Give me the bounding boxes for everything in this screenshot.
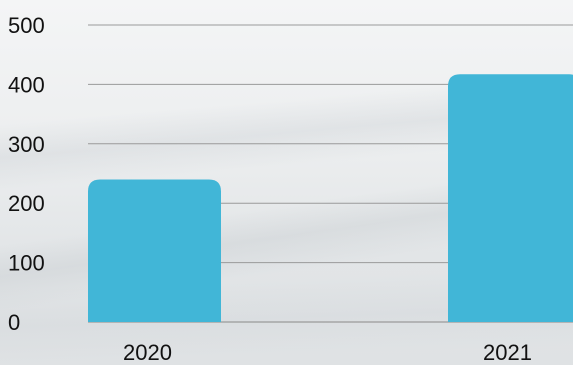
bars xyxy=(88,74,573,322)
bar-2020 xyxy=(88,179,221,322)
x-tick-label-2021: 2021 xyxy=(483,340,532,365)
y-tick-label: 200 xyxy=(8,191,45,216)
x-axis-labels: 2020 2021 xyxy=(123,340,532,365)
y-tick-label: 300 xyxy=(8,132,45,157)
y-axis-ticks: 0 100 200 300 400 500 xyxy=(8,13,45,335)
y-tick-label: 0 xyxy=(8,310,20,335)
y-tick-label: 500 xyxy=(8,13,45,38)
bar-2021 xyxy=(448,74,573,322)
y-tick-label: 400 xyxy=(8,72,45,97)
y-tick-label: 100 xyxy=(8,251,45,276)
x-tick-label-2020: 2020 xyxy=(123,340,172,365)
